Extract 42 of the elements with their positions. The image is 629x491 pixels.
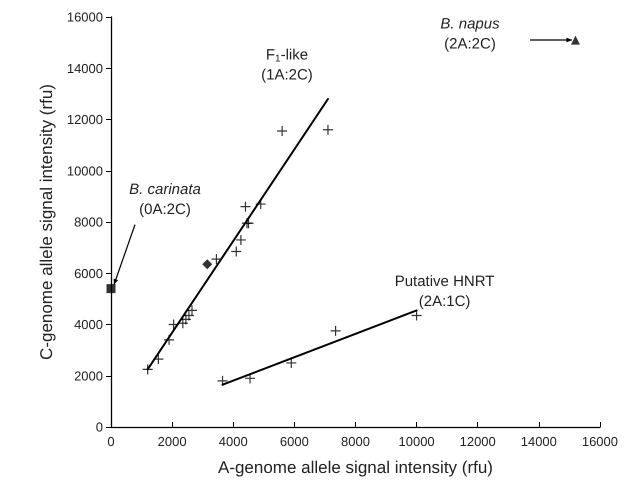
- x-tick-label: 8000: [341, 434, 370, 449]
- y-tick-label: 0: [96, 420, 103, 434]
- x-axis-title: A-genome allele signal intensity (rfu): [218, 458, 493, 477]
- x-tick-label: 0: [107, 434, 115, 449]
- y-tick-label: 16000: [66, 10, 103, 24]
- x-tick-label: 12000: [460, 434, 496, 449]
- point: [235, 234, 246, 246]
- y-tick-label: 10000: [66, 163, 103, 178]
- point: [322, 124, 334, 136]
- point: [276, 125, 288, 137]
- x-tick-label: 4000: [218, 434, 248, 449]
- point: [230, 246, 242, 258]
- point: [240, 201, 252, 212]
- annotation: B. carinata (0A:2C): [129, 181, 201, 218]
- x-tick-label: 16000: [582, 434, 618, 449]
- point: [244, 372, 256, 384]
- point: [180, 314, 192, 325]
- point: [168, 318, 180, 330]
- y-tick-label: 8000: [74, 214, 103, 230]
- x-tick-label: 10000: [398, 434, 435, 449]
- x-tick-label: 2000: [158, 434, 187, 449]
- y-axis-title: C-genome allele signal intensity (rfu): [37, 84, 56, 360]
- point: [202, 259, 212, 270]
- point: [106, 284, 116, 294]
- y-tick-label: 4000: [74, 317, 103, 332]
- point: [163, 334, 175, 346]
- point: [142, 364, 154, 375]
- y-tick-label: 12000: [66, 112, 103, 127]
- annotation: B. napus (2A:2C): [440, 16, 500, 52]
- point: [570, 36, 580, 45]
- y-tick-label: 2000: [74, 368, 103, 384]
- annotation: Putative HNRT (2A:1C): [394, 273, 494, 310]
- point: [152, 353, 164, 365]
- point: [186, 304, 198, 316]
- point: [183, 310, 195, 322]
- y-tick-label: 14000: [66, 60, 103, 76]
- point: [410, 310, 422, 322]
- x-tick-label: 6000: [280, 434, 309, 449]
- y-tick-label: 6000: [74, 266, 103, 281]
- point: [177, 318, 188, 329]
- point: [330, 325, 342, 337]
- x-tick-label: 14000: [520, 434, 557, 449]
